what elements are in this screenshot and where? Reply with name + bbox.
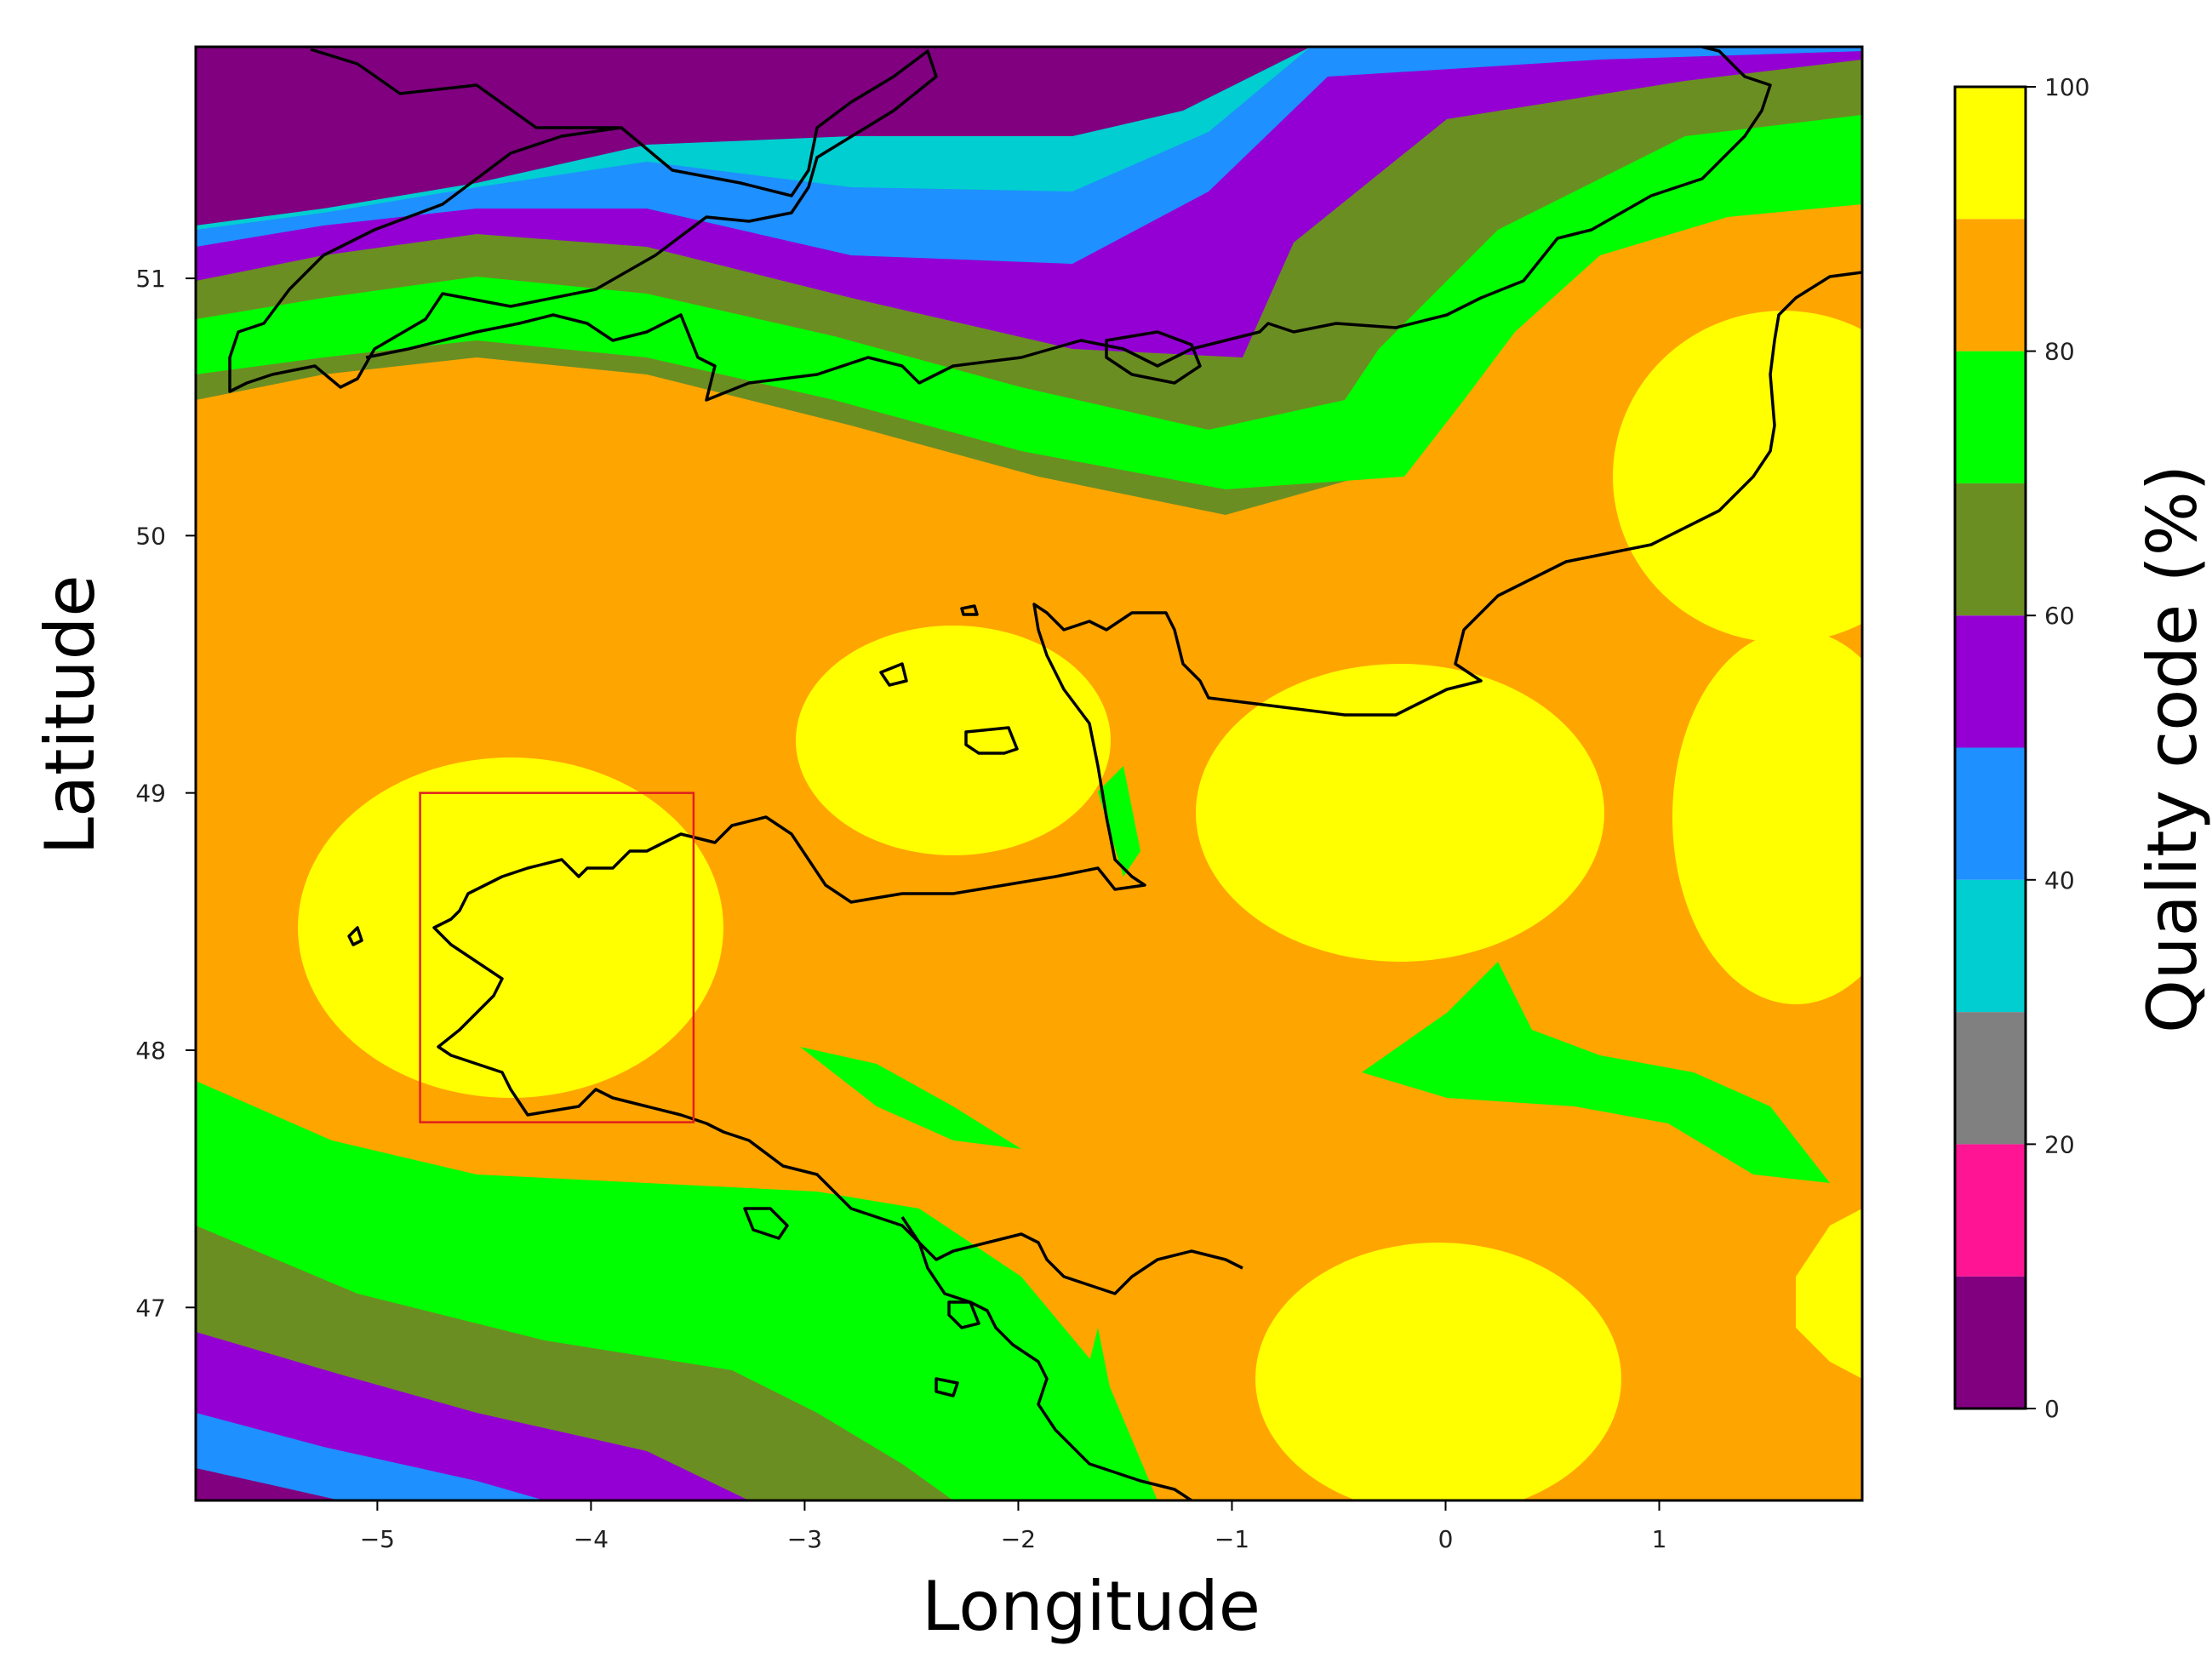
coastline-belle-ile [743, 1207, 789, 1240]
colorbar-ticks: 0 20 40 60 80 100 [2026, 73, 2089, 1423]
highlight-box-brittany [419, 791, 695, 1123]
colorbar-bin [1955, 1144, 2026, 1277]
zone-band-violet-south [196, 1468, 340, 1500]
colorbar-tick-label: 40 [2044, 866, 2075, 894]
coastline-alderney [960, 604, 979, 616]
colorbar-tick-label: 20 [2044, 1130, 2075, 1158]
zone-streak-green-east [1362, 962, 1830, 1183]
y-tick-label: 50 [135, 522, 166, 550]
y-tick-label: 47 [135, 1294, 166, 1322]
x-tick-label: −5 [360, 1525, 395, 1553]
coastline-guernsey [879, 662, 908, 687]
x-tick-label: −1 [1215, 1525, 1249, 1553]
x-tick-label: −2 [1001, 1525, 1036, 1553]
y-tick-label: 48 [135, 1037, 166, 1065]
zone-high-quality-brittany [298, 757, 723, 1098]
colorbar-bin [1955, 351, 2026, 483]
colorbar-bin [1955, 879, 2026, 1013]
y-tick-label: 51 [135, 265, 166, 293]
colorbar-bin [1955, 1012, 2026, 1145]
colorbar-bin [1955, 87, 2026, 220]
x-tick-label: 0 [1438, 1525, 1454, 1553]
coastline-ushant [347, 926, 363, 946]
colorbar-frame [1953, 85, 2027, 1410]
x-tick-label: −4 [574, 1525, 609, 1553]
colorbar-bin [1955, 1276, 2026, 1409]
coastline-jersey [964, 726, 1019, 755]
zone-high-quality-cotentin [796, 626, 1111, 855]
zone-band-blue-south [196, 1413, 545, 1500]
x-axis-ticks: −5 −4 −3 −2 −1 0 1 [360, 1500, 1667, 1553]
coastline-england-channel [365, 47, 1772, 402]
x-axis-label: Longitude [922, 1567, 1260, 1646]
zone-high-quality-normandy [1196, 664, 1604, 962]
colorbar [1955, 87, 2026, 1409]
colorbar-label: Quality code (%) [2133, 465, 2212, 1033]
coastlines [228, 47, 1862, 1500]
coastline-france-atlantic [900, 1216, 1192, 1500]
zone-high-quality-southeast [1796, 1209, 1862, 1379]
zone-high-quality-east [1672, 630, 1862, 1004]
colorbar-tick-label: 0 [2044, 1395, 2060, 1423]
zone-high-quality-south [1255, 1243, 1621, 1500]
coastline-isle-of-wight [1105, 330, 1202, 385]
y-axis-ticks: 47 48 49 50 51 [135, 265, 196, 1322]
colorbar-bin [1955, 747, 2026, 880]
coastline-england-south [228, 48, 938, 393]
zone-streak-green-west [800, 1047, 1021, 1149]
zone-high-quality-northeast [1613, 311, 1862, 643]
colorbar-tick-label: 100 [2044, 73, 2089, 101]
colorbar-tick-label: 80 [2044, 338, 2075, 366]
x-tick-label: −3 [787, 1525, 822, 1553]
colorbar-bin [1955, 615, 2026, 748]
map-frame [194, 45, 1864, 1502]
colorbar-bin [1955, 483, 2026, 616]
map-plot-area [196, 47, 1862, 1500]
y-tick-label: 49 [135, 780, 166, 808]
colorbar-tick-label: 60 [2044, 602, 2075, 630]
coastline-noirmoutier [947, 1300, 980, 1329]
coastline-france-north [432, 271, 1862, 1295]
zone-streak-green-central [1098, 766, 1140, 877]
colorbar-bin [1955, 219, 2026, 351]
x-tick-label: 1 [1652, 1525, 1667, 1553]
coastline-re [935, 1377, 959, 1397]
y-axis-label: Latitude [31, 574, 110, 854]
